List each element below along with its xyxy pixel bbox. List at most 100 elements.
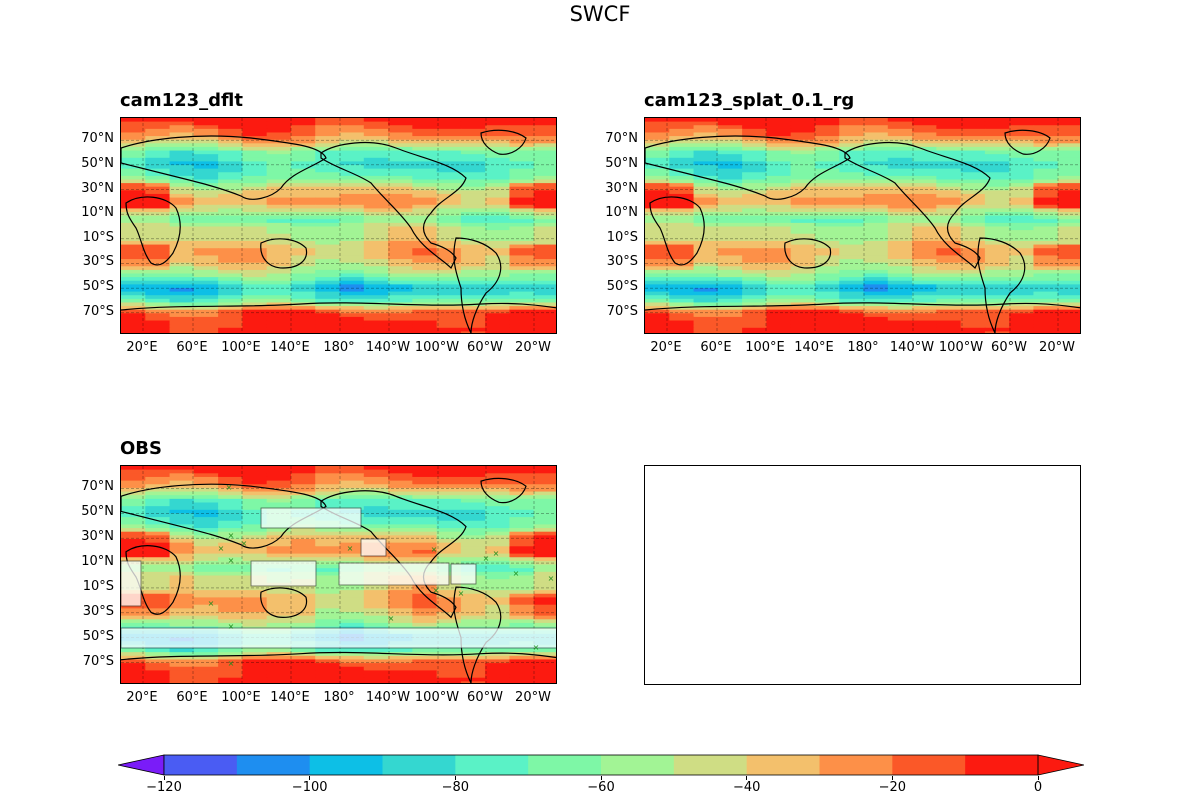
contour-cell <box>669 226 695 231</box>
contour-cell <box>887 208 913 213</box>
contour-cell <box>266 484 292 489</box>
contour-cell <box>533 139 556 144</box>
contour-cell <box>290 118 316 123</box>
contour-cell <box>363 524 389 529</box>
contour-cell <box>645 215 670 220</box>
contour-cell <box>339 495 365 500</box>
contour-cell <box>412 172 438 177</box>
lat-tick-label: 50°N <box>81 504 114 520</box>
contour-cell <box>388 513 413 518</box>
contour-cell <box>193 593 219 598</box>
contour-cell <box>412 590 438 595</box>
contour-cell <box>121 615 146 620</box>
contour-cell <box>669 269 695 275</box>
contour-cell <box>1057 280 1080 285</box>
contour-cell <box>1009 157 1035 162</box>
contour-cell <box>242 183 268 188</box>
contour-cell <box>339 237 365 242</box>
contour-cell <box>169 509 195 515</box>
contour-cell <box>1057 175 1080 181</box>
coastline <box>645 302 1080 311</box>
contour-cell <box>533 208 556 213</box>
contour-cell <box>218 157 243 162</box>
contour-cell <box>742 248 767 253</box>
lat-tick-label: 50°S <box>82 279 114 295</box>
contour-cell <box>290 480 316 485</box>
contour-cell <box>693 316 719 322</box>
contour-cell <box>863 118 889 123</box>
contour-cell <box>339 186 365 191</box>
contour-cell <box>717 244 743 249</box>
contour-cell <box>509 509 535 515</box>
contour-cell <box>485 280 511 285</box>
contour-cell <box>1009 316 1035 322</box>
contour-cell <box>887 197 913 202</box>
contour-cell <box>218 480 243 485</box>
contour-cell <box>363 284 389 289</box>
contour-cell <box>984 327 1010 332</box>
contour-cell <box>218 316 243 322</box>
contour-cell <box>460 648 486 653</box>
contour-cell <box>984 222 1010 228</box>
contour-cell <box>533 161 556 166</box>
contour-cell <box>436 528 462 533</box>
contour-cell <box>766 212 792 217</box>
contour-cell <box>290 255 316 260</box>
contour-cell <box>533 266 556 271</box>
contour-cell <box>960 266 986 271</box>
contour-cell <box>766 255 792 260</box>
contour-cell <box>242 513 268 518</box>
contour-cell <box>290 226 316 231</box>
contour-cell <box>218 670 243 675</box>
contour-cell <box>984 244 1010 249</box>
contour-cell <box>460 324 486 329</box>
contour-cell <box>1033 186 1059 191</box>
contour-cell <box>863 280 889 285</box>
contour-cell <box>814 157 840 162</box>
contour-cell <box>121 277 146 282</box>
contour-cell <box>485 298 511 304</box>
contour-cell <box>509 248 535 253</box>
contour-cell <box>790 150 816 155</box>
contour-cell <box>863 143 889 148</box>
contour-cell <box>742 161 767 166</box>
contour-cell <box>645 204 670 210</box>
contour-cell <box>509 575 535 580</box>
contour-cell <box>145 259 171 264</box>
contour-cell <box>1057 273 1080 278</box>
contour-cell <box>533 586 556 591</box>
contour-cell <box>533 273 556 278</box>
contour-cell <box>363 480 389 485</box>
contour-cell <box>242 604 268 609</box>
contour-cell <box>887 215 913 220</box>
contour-cell <box>412 517 438 522</box>
contour-cell <box>1033 269 1059 275</box>
lon-tick-label: 180° <box>323 690 355 705</box>
contour-cell <box>145 480 171 485</box>
contour-cell <box>485 316 511 322</box>
masked-region <box>360 538 387 557</box>
contour-cell <box>485 291 511 296</box>
contour-cell <box>412 509 438 515</box>
contour-cell <box>839 139 865 144</box>
contour-cell <box>790 262 816 267</box>
contour-cell <box>218 226 243 231</box>
contour-cell <box>339 473 365 478</box>
contour-cell <box>315 215 341 220</box>
contour-cell <box>1057 208 1080 213</box>
contour-cell <box>339 230 365 235</box>
contour-cell <box>193 172 219 177</box>
contour-cell <box>339 215 365 220</box>
contour-cell <box>693 262 719 267</box>
contour-cell <box>121 557 146 562</box>
contour-cell <box>645 165 670 170</box>
contour-cell <box>509 524 535 529</box>
contour-cell <box>388 197 413 202</box>
contour-cell <box>266 161 292 166</box>
contour-cell <box>460 582 486 588</box>
contour-cell <box>412 612 438 617</box>
contour-cell <box>363 655 389 661</box>
contour-cell <box>960 136 986 141</box>
contour-cell <box>460 168 486 173</box>
lat-tick-label: 70°S <box>606 303 638 319</box>
